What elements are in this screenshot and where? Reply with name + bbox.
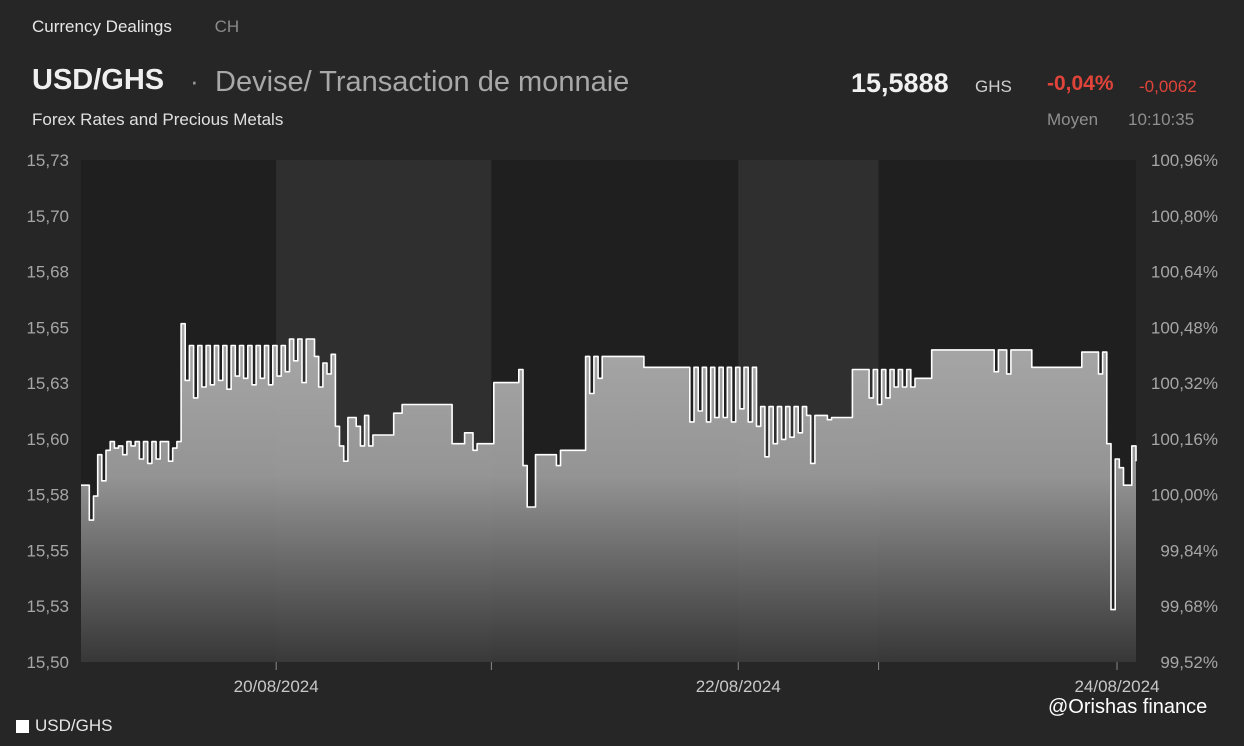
nav-ch[interactable]: CH (214, 17, 240, 36)
y-axis-left: 15,73 15,70 15,68 15,65 15,63 15,60 15,58 15,55… (26, 151, 69, 672)
x-axis: 20/08/2024 22/08/2024 24/08/2024 (234, 662, 1160, 696)
y-tick-right-6: 100,00% (1151, 486, 1218, 505)
y-tick-left-3: 15,65 (26, 318, 69, 337)
area-layer (81, 322, 1137, 662)
y-tick-left-6: 15,58 (26, 486, 69, 505)
y-tick-right-7: 99,84% (1160, 541, 1218, 560)
price-type: Moyen (1047, 110, 1099, 129)
legend-swatch (16, 719, 29, 733)
y-tick-left-9: 15,50 (26, 653, 69, 672)
series-area (81, 323, 1136, 662)
title-separator: · (190, 66, 199, 96)
nav-currency-dealings[interactable]: Currency Dealings (32, 17, 172, 36)
y-tick-left-2: 15,68 (26, 263, 69, 282)
top-nav: Currency Dealings CH (32, 17, 277, 37)
y-tick-left-4: 15,63 (26, 374, 69, 393)
price-chart[interactable]: 15,73 15,70 15,68 15,65 15,63 15,60 15,58 15,55… (0, 140, 1244, 700)
pair-description: Devise/ Transaction de monnaie (215, 66, 630, 98)
y-tick-right-1: 100,80% (1151, 207, 1218, 226)
watermark: @Orishas finance (1048, 696, 1208, 718)
x-tick-label-0: 20/08/2024 (234, 677, 319, 696)
change-absolute: -0,0062 (1139, 77, 1197, 96)
y-tick-right-0: 100,96% (1151, 151, 1218, 170)
y-tick-right-8: 99,68% (1160, 597, 1218, 616)
legend[interactable]: USD/GHS (16, 716, 112, 736)
x-tick-label-2: 22/08/2024 (696, 677, 781, 696)
y-tick-right-3: 100,48% (1151, 318, 1218, 337)
legend-label: USD/GHS (35, 716, 113, 735)
change-percent: -0,04% (1047, 72, 1114, 95)
y-tick-left-5: 15,60 (26, 430, 69, 449)
pair-title: USD/GHS (32, 64, 165, 96)
y-tick-right-4: 100,32% (1151, 374, 1218, 393)
y-tick-left-7: 15,55 (26, 541, 69, 560)
series-line-usd-ghs (81, 322, 1137, 611)
current-price: 15,5888 (851, 68, 949, 98)
y-tick-right-5: 100,16% (1151, 430, 1218, 449)
y-axis-right: 100,96% 100,80% 100,64% 100,48% 100,32% 100,1… (1151, 151, 1218, 672)
y-tick-left-0: 15,73 (26, 151, 69, 170)
y-tick-right-9: 99,52% (1160, 653, 1218, 672)
quote-time: 10:10:35 (1128, 110, 1195, 129)
price-currency: GHS (975, 77, 1012, 96)
subtitle: Forex Rates and Precious Metals (32, 110, 284, 129)
y-tick-left-1: 15,70 (26, 207, 69, 226)
x-tick-label-4: 24/08/2024 (1074, 677, 1159, 696)
y-tick-left-8: 15,53 (26, 597, 69, 616)
y-tick-right-2: 100,64% (1151, 263, 1218, 282)
